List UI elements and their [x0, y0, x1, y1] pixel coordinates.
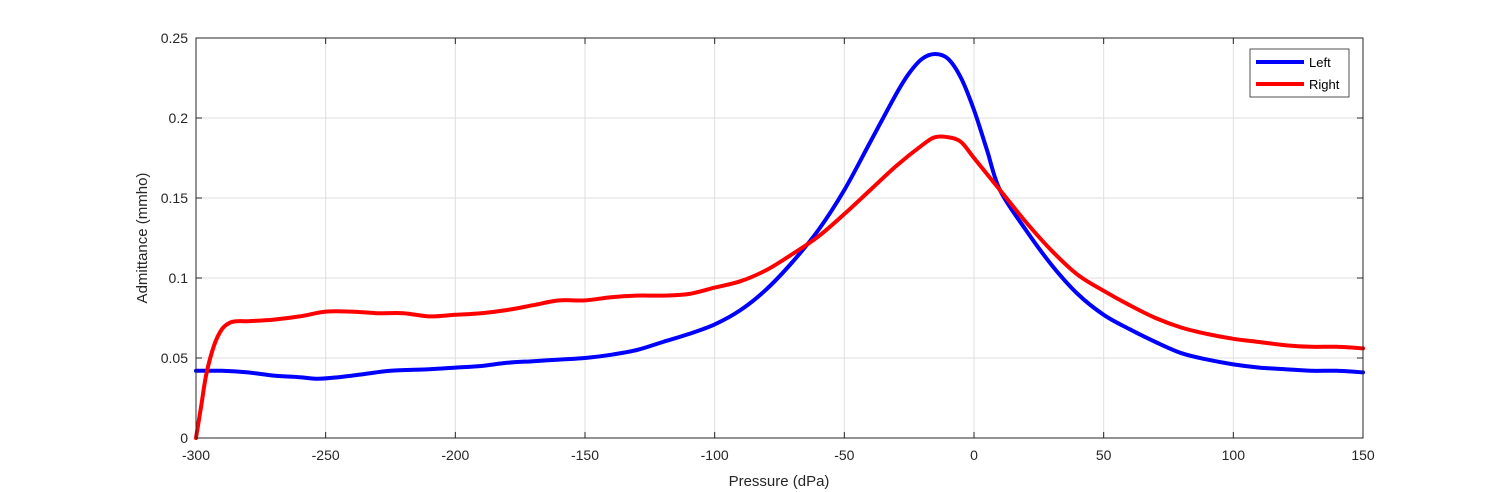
x-tick-label: -250: [312, 447, 340, 463]
y-axis-label: Admittance (mmho): [134, 173, 151, 304]
x-axis-label: Pressure (dPa): [729, 473, 830, 490]
series-layer: [194, 52, 1365, 440]
x-tick-label: 50: [1096, 447, 1112, 463]
plot-frame: [195, 37, 1364, 439]
y-tick-label: 0: [180, 430, 188, 446]
legend-box: [1249, 48, 1350, 98]
x-tick-label: -200: [441, 447, 469, 463]
legend-label-left: Left: [1309, 55, 1331, 70]
legend-label-right: Right: [1309, 77, 1340, 92]
x-tick-label: -50: [834, 447, 854, 463]
y-tick-label: 0.1: [169, 270, 189, 286]
x-tick-label: 0: [970, 447, 978, 463]
legend: Left Right: [1249, 48, 1350, 98]
y-tick-label: 0.25: [161, 30, 188, 46]
axis-ticks: -300 -250 -200 -150 -100 -50 0 50 100 150 0 0.05 0.1…: [161, 30, 1375, 463]
x-tick-label: 100: [1222, 447, 1246, 463]
y-tick-label: 0.2: [169, 110, 189, 126]
x-tick-label: -100: [701, 447, 729, 463]
x-tick-label: -150: [571, 447, 599, 463]
x-tick-label: 150: [1351, 447, 1375, 463]
y-tick-label: 0.15: [161, 190, 188, 206]
series-line-left: [194, 52, 1365, 381]
series-line-right: [194, 134, 1365, 440]
y-tick-label: 0.05: [161, 350, 188, 366]
x-tick-label: -300: [182, 447, 210, 463]
plot-background: [196, 38, 1363, 438]
